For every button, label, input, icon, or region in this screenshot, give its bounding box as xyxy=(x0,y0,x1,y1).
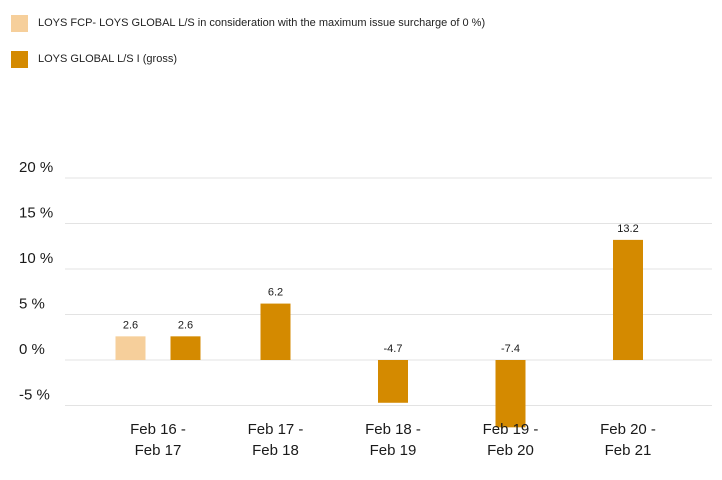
legend-item-gross[interactable]: LOYS GLOBAL L/S I (gross) xyxy=(11,49,485,69)
x-tick-label: Feb 21 xyxy=(605,442,652,459)
legend-label-gross: LOYS GLOBAL L/S I (gross) xyxy=(38,53,177,65)
bar[interactable] xyxy=(495,360,526,428)
y-tick-label: 0 % xyxy=(19,341,45,358)
bar-value-label: -4.7 xyxy=(384,343,403,355)
bar-value-label: 2.6 xyxy=(178,319,193,331)
bar[interactable] xyxy=(115,336,146,360)
bar-value-label: 13.2 xyxy=(617,223,638,235)
x-tick-label: Feb 19 - xyxy=(483,421,539,438)
y-tick-label: 20 % xyxy=(19,159,53,176)
legend-swatch-fcp xyxy=(11,14,28,32)
y-tick-label: 5 % xyxy=(19,296,45,313)
x-tick-label: Feb 19 xyxy=(370,442,417,459)
bar-value-label: 6.2 xyxy=(268,287,283,299)
x-tick-label: Feb 18 - xyxy=(365,421,421,438)
bar[interactable] xyxy=(613,239,643,360)
bar[interactable] xyxy=(378,360,408,403)
legend-swatch-gross xyxy=(11,50,28,68)
legend: LOYS FCP- LOYS GLOBAL L/S in considerati… xyxy=(11,13,485,85)
x-tick-label: Feb 17 xyxy=(135,442,182,459)
x-tick-label: Feb 20 - xyxy=(600,421,656,438)
y-tick-label: 15 % xyxy=(19,205,53,222)
bar[interactable] xyxy=(260,303,291,360)
x-tick-label: Feb 17 - xyxy=(248,421,304,438)
bar-value-label: 2.6 xyxy=(123,319,138,331)
x-tick-label: Feb 16 - xyxy=(130,421,186,438)
y-tick-label: -5 % xyxy=(19,387,50,404)
bar-value-label: -7.4 xyxy=(501,343,520,355)
bar[interactable] xyxy=(170,336,201,360)
legend-label-fcp: LOYS FCP- LOYS GLOBAL L/S in considerati… xyxy=(38,17,486,29)
y-tick-label: 10 % xyxy=(19,250,53,267)
x-tick-label: Feb 18 xyxy=(252,442,299,459)
x-tick-label: Feb 20 xyxy=(487,442,534,459)
legend-item-fcp[interactable]: LOYS FCP- LOYS GLOBAL L/S in considerati… xyxy=(11,13,485,33)
